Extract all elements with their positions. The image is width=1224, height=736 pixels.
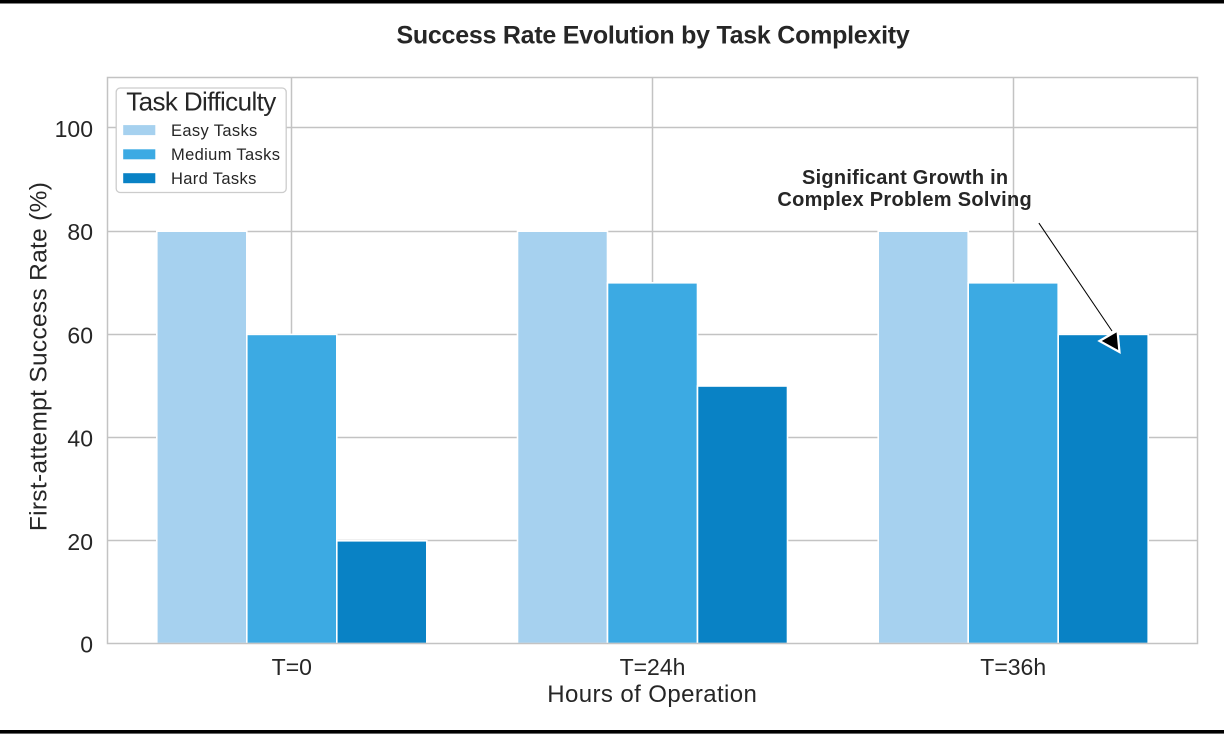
svg-text:Success Rate Evolution by Task: Success Rate Evolution by Task Complexit…	[396, 22, 909, 50]
svg-text:20: 20	[67, 529, 93, 555]
svg-text:Medium Tasks: Medium Tasks	[171, 146, 280, 164]
svg-text:Complex Problem Solving: Complex Problem Solving	[777, 189, 1032, 211]
svg-text:Easy Tasks: Easy Tasks	[171, 122, 258, 140]
svg-text:0: 0	[80, 632, 93, 658]
svg-text:Significant Growth in: Significant Growth in	[802, 167, 1008, 189]
svg-text:60: 60	[67, 322, 93, 348]
svg-text:Task Difficulty: Task Difficulty	[126, 86, 276, 116]
svg-text:T=24h: T=24h	[620, 654, 686, 680]
svg-text:T=36h: T=36h	[980, 654, 1046, 680]
svg-text:Hard Tasks: Hard Tasks	[171, 170, 257, 188]
svg-text:First-attempt Success Rate (%): First-attempt Success Rate (%)	[26, 182, 53, 531]
svg-text:40: 40	[67, 426, 93, 452]
svg-text:100: 100	[55, 116, 93, 142]
svg-text:80: 80	[67, 219, 93, 245]
svg-text:Hours of Operation: Hours of Operation	[547, 681, 757, 708]
svg-text:T=0: T=0	[272, 654, 312, 680]
